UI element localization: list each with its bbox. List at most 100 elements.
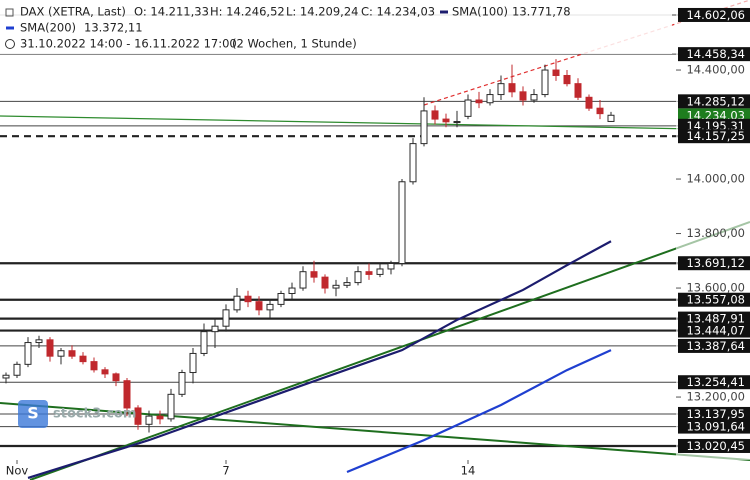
- price-label-bg: [678, 375, 750, 390]
- candle-body: [530, 94, 538, 101]
- price-label: 13.020,45: [686, 439, 745, 453]
- price-label-bg: [678, 406, 750, 421]
- x-tick-label: Nov: [6, 464, 29, 478]
- candle-body: [398, 181, 406, 265]
- logo-mark: S: [27, 404, 39, 423]
- candle-body: [189, 352, 197, 374]
- ohlc-open: O: 14.211,33: [134, 5, 209, 19]
- trendline: [0, 115, 750, 131]
- candle-body: [288, 287, 296, 294]
- candle-body: [35, 339, 43, 344]
- clock-icon: [5, 39, 15, 49]
- price-label-bg: [678, 256, 750, 271]
- candle-body: [332, 284, 340, 289]
- candle-body: [596, 107, 604, 115]
- candle-body: [123, 380, 131, 409]
- price-label: 14.285,12: [686, 94, 745, 108]
- candle-body: [145, 415, 153, 425]
- watermark: S stock3.com: [18, 400, 136, 428]
- y-tick-label: 14.400,00: [686, 63, 745, 77]
- price-label-bg: [678, 438, 750, 453]
- legend-label: SMA(200): [20, 21, 76, 35]
- logo: [18, 400, 48, 428]
- price-label-bg: [678, 419, 750, 434]
- candle-body: [464, 99, 472, 117]
- candle-body: [178, 372, 186, 395]
- price-label-bg: [678, 129, 750, 144]
- candle-body: [156, 415, 164, 420]
- price-label: 13.254,41: [686, 375, 745, 389]
- candle-body: [431, 110, 439, 120]
- price-label-bg: [678, 338, 750, 353]
- header: DAX (XETRA, Last) O: 14.211,33 H: 14.246…: [0, 0, 672, 54]
- price-label-bg: [678, 7, 750, 22]
- candle-body: [266, 303, 274, 311]
- candle-body: [2, 374, 10, 379]
- price-label-bg: [678, 47, 750, 62]
- icon: [5, 8, 14, 17]
- candle-body: [607, 114, 615, 122]
- candle-body: [563, 74, 571, 85]
- candle-body: [277, 292, 285, 305]
- x-tick-label: 14: [461, 464, 476, 478]
- price-label: 13.137,95: [686, 407, 745, 421]
- candle-body: [233, 295, 241, 311]
- price-label: 13.487,91: [686, 312, 745, 326]
- candle-body: [354, 271, 362, 284]
- y-axis: Nov 7 14 13.200,00 13.600,00 13.800,00 14.000,…: [6, 0, 750, 478]
- span: (2 Wochen, 1 Stunde): [232, 37, 357, 51]
- candle-body: [79, 355, 87, 363]
- candle-body: [57, 350, 65, 357]
- price-label-bg: [678, 108, 750, 123]
- candle-body: [101, 369, 109, 375]
- price-label-bg: [678, 311, 750, 326]
- title: DAX (XETRA, Last): [20, 5, 126, 19]
- candle-body: [508, 83, 516, 93]
- price-label: 14.234,03: [686, 108, 745, 122]
- ohlc-close: C: 14.234,03: [361, 5, 435, 19]
- candle-body: [453, 121, 461, 124]
- y-tick-label: 13.200,00: [686, 390, 745, 404]
- y-tick-label: 14.000,00: [686, 172, 745, 186]
- candle-body: [46, 339, 54, 357]
- plot-area: [0, 14, 750, 448]
- price-label: 13.387,64: [686, 339, 745, 353]
- candle-body: [585, 96, 593, 109]
- candle-body: [475, 99, 483, 104]
- y-tick-label: 13.600,00: [686, 281, 745, 295]
- candle-body: [387, 263, 395, 270]
- candle-body: [299, 271, 307, 289]
- sma-line: [346, 349, 612, 474]
- candle-body: [244, 295, 252, 303]
- marks: [2, 59, 615, 480]
- price-label: 13.691,12: [686, 256, 745, 270]
- x-tick-label: 7: [222, 464, 229, 478]
- candle-body: [112, 373, 120, 382]
- candle-body: [211, 325, 219, 333]
- candle-body: [200, 331, 208, 354]
- candle-body: [343, 282, 351, 286]
- ohlc-high: H: 14.246,52: [210, 5, 285, 19]
- candle-body: [222, 309, 230, 327]
- candle-body: [552, 69, 560, 76]
- candle-body: [90, 361, 98, 371]
- candle-body: [134, 407, 142, 425]
- candle-body: [13, 363, 21, 376]
- trendline: [0, 402, 750, 461]
- candle-body: [321, 276, 329, 289]
- candle-body: [365, 271, 373, 275]
- candle-body: [409, 143, 417, 183]
- y-tick-label: 13.800,00: [686, 226, 745, 240]
- legend-value: 13.771,78: [512, 5, 571, 19]
- candle-body: [519, 91, 527, 101]
- candle-body: [497, 83, 505, 96]
- price-label: 14.157,25: [686, 129, 745, 143]
- candle-body: [376, 268, 384, 275]
- price-label: 13.444,07: [686, 324, 745, 338]
- watermark-text: stock3.com: [53, 407, 136, 422]
- price-label-bg: [678, 292, 750, 307]
- price-label: 14.602,06: [686, 8, 745, 22]
- candle-body: [24, 342, 32, 365]
- price-label-bg: [678, 94, 750, 109]
